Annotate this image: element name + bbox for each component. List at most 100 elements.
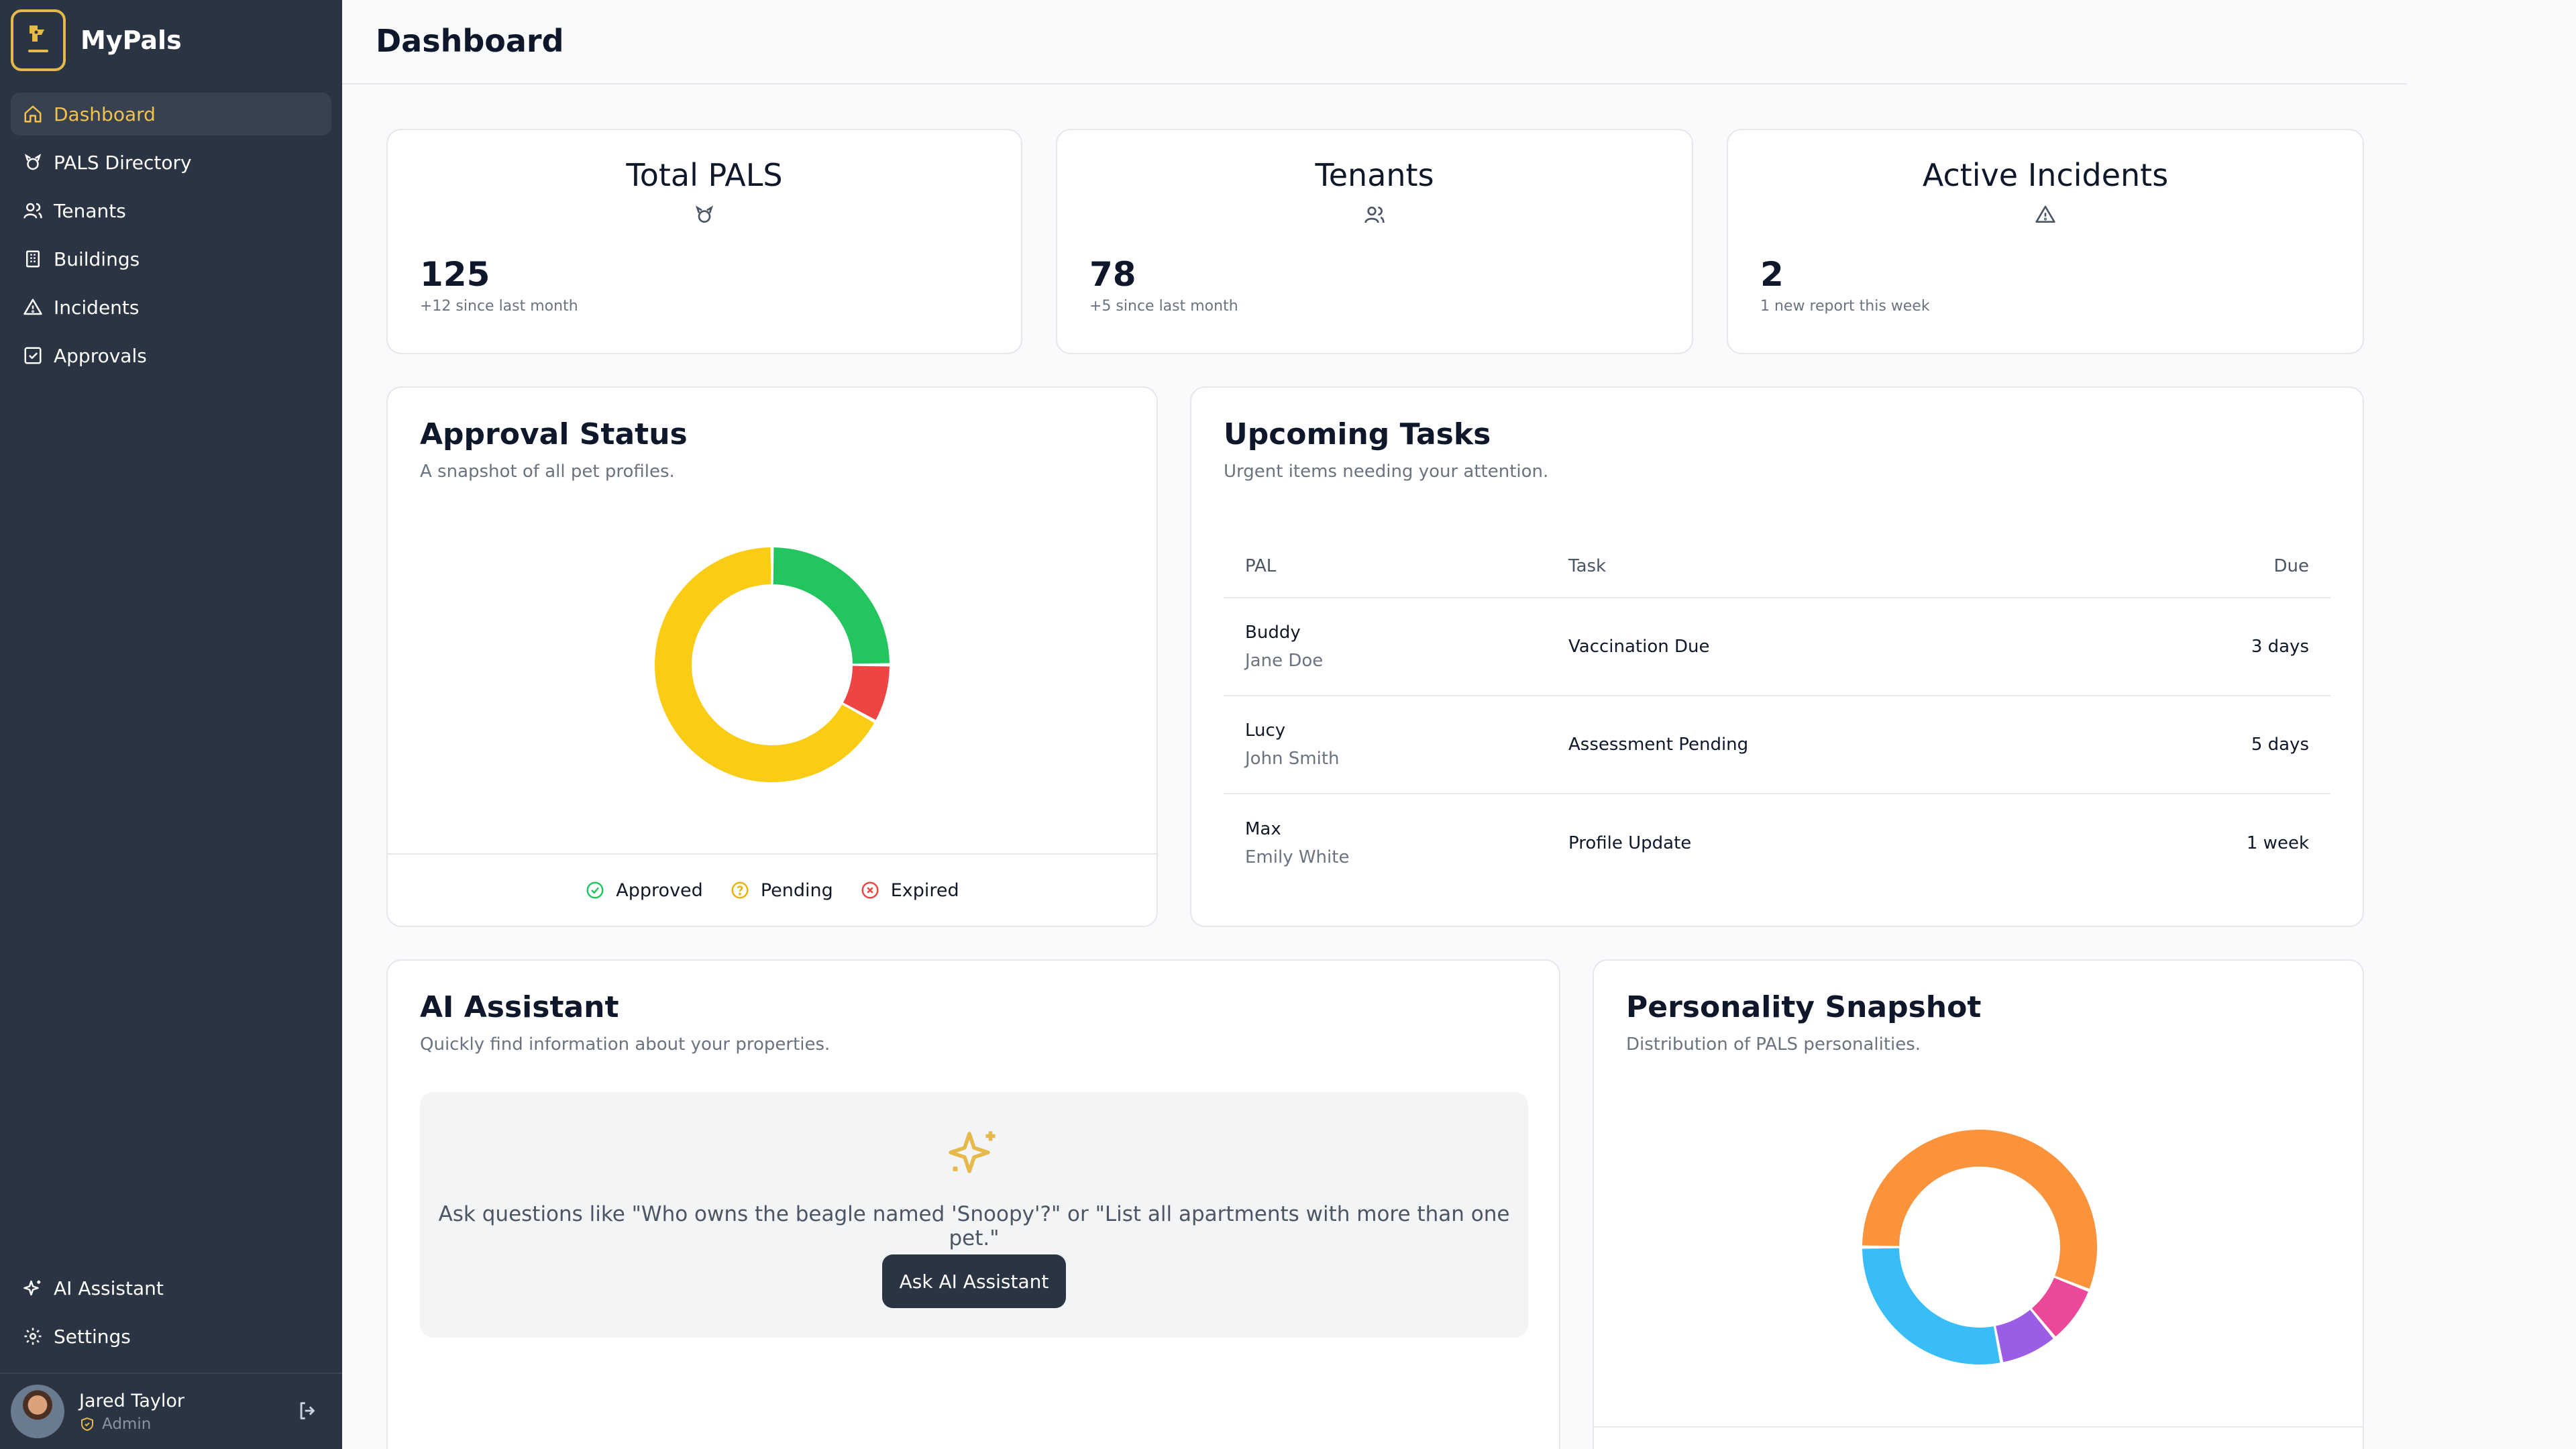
column-header-due[interactable]: Due [2273, 556, 2310, 576]
legend-item-pending[interactable]: Pending [730, 880, 833, 901]
stat-note: 1 new report this week [1760, 298, 1930, 315]
stat-note: +5 since last month [1089, 298, 1238, 315]
task-cell: Vaccination Due [1568, 637, 1710, 657]
card-title: Upcoming Tasks [1224, 417, 1491, 451]
approval-status-card: Approval Status A snapshot of all pet pr… [386, 386, 1158, 927]
donut-slice-1[interactable] [2031, 1277, 2088, 1337]
card-subtitle: Distribution of PALS personalities. [1626, 1034, 1921, 1055]
pal-owner: Jane Doe [1245, 651, 1324, 671]
gear-icon [21, 1325, 44, 1348]
sidebar-item-tenants[interactable]: Tenants [11, 189, 331, 232]
warning-icon [21, 296, 44, 319]
pal-cell: Max Emily White [1224, 819, 1568, 867]
shield-check-icon [81, 1417, 93, 1431]
donut-slice-2[interactable] [1996, 1309, 2053, 1362]
card-subtitle: A snapshot of all pet profiles. [420, 462, 675, 482]
stat-value: 2 [1760, 255, 1784, 294]
ai-prompt-text: Ask questions like "Who owns the beagle … [438, 1202, 1510, 1250]
donut-slice-0[interactable] [1862, 1130, 2097, 1289]
table-row[interactable]: Max Emily White Profile Update 1 week [1224, 794, 2330, 892]
x-circle-icon [861, 881, 879, 899]
stat-value: 125 [420, 255, 490, 294]
stat-value: 78 [1089, 255, 1136, 294]
warning-icon [2035, 204, 2056, 228]
stat-card-total-pals[interactable]: Total PALS 125 +12 since last month [386, 129, 1022, 354]
users-icon [1364, 204, 1385, 228]
approval-donut-chart [655, 547, 890, 782]
sidebar-nav: Dashboard PALS Directory Tenants Buildin… [11, 93, 331, 382]
pal-owner: Emily White [1245, 847, 1350, 867]
task-cell: Profile Update [1568, 833, 1692, 853]
home-icon [21, 103, 44, 125]
logout-icon[interactable] [297, 1399, 319, 1425]
sidebar-item-pals-directory[interactable]: PALS Directory [11, 141, 331, 184]
sidebar-item-ai-assistant[interactable]: AI Assistant [11, 1267, 331, 1309]
stat-title: Tenants [1315, 157, 1434, 193]
donut-slice-3[interactable] [1862, 1248, 2000, 1364]
stat-title: Total PALS [626, 157, 783, 193]
sidebar-item-label: Dashboard [54, 103, 156, 125]
ask-ai-assistant-button[interactable]: Ask AI Assistant [882, 1254, 1066, 1308]
upcoming-tasks-card: Upcoming Tasks Urgent items needing your… [1190, 386, 2364, 927]
stat-title: Active Incidents [1922, 157, 2169, 193]
help-circle-icon [731, 881, 749, 899]
pal-cell: Buddy Jane Doe [1224, 623, 1568, 671]
paw-icon [694, 204, 715, 228]
card-title: AI Assistant [420, 990, 619, 1024]
donut-slice-pending[interactable] [655, 547, 875, 782]
donut-slice-approved[interactable] [773, 547, 890, 664]
sparkles-icon [946, 1124, 1002, 1183]
user-role-label: Admin [102, 1415, 152, 1433]
card-subtitle: Urgent items needing your attention. [1224, 462, 1549, 482]
pal-cell: Lucy John Smith [1224, 720, 1568, 769]
sidebar-item-approvals[interactable]: Approvals [11, 334, 331, 377]
due-cell: 3 days [2251, 637, 2309, 657]
sidebar-item-label: Tenants [54, 199, 126, 222]
card-title: Personality Snapshot [1626, 990, 1982, 1024]
building-icon [21, 248, 44, 270]
sparkles-icon [21, 1277, 44, 1299]
tasks-table: PAL Task Due Buddy Jane Doe Vaccination … [1224, 535, 2330, 892]
column-header-pal[interactable]: PAL [1245, 556, 1277, 576]
check-circle-icon [586, 881, 604, 899]
sidebar-bottom-nav: AI Assistant Settings [11, 1267, 331, 1363]
sidebar-item-settings[interactable]: Settings [11, 1315, 331, 1358]
table-header: PAL Task Due [1224, 535, 2330, 598]
personality-donut-chart [1862, 1130, 2097, 1364]
sidebar-item-label: PALS Directory [54, 151, 192, 174]
logo-icon [11, 9, 66, 71]
donut-slice-expired[interactable] [843, 665, 890, 720]
legend-item-expired[interactable]: Expired [860, 880, 959, 901]
legend-item-approved[interactable]: Approved [585, 880, 703, 901]
user-info: Jared Taylor Admin [79, 1391, 184, 1433]
card-title: Approval Status [420, 417, 688, 451]
pal-owner: John Smith [1245, 749, 1340, 769]
avatar[interactable] [11, 1385, 64, 1438]
legend-label: Approved [616, 879, 703, 901]
due-cell: 1 week [2246, 833, 2309, 853]
sidebar-item-buildings[interactable]: Buildings [11, 237, 331, 280]
ai-assistant-card: AI Assistant Quickly find information ab… [386, 959, 1560, 1449]
table-row[interactable]: Lucy John Smith Assessment Pending 5 day… [1224, 696, 2330, 794]
column-header-task[interactable]: Task [1568, 556, 1607, 576]
stat-card-tenants[interactable]: Tenants 78 +5 since last month [1056, 129, 1693, 354]
brand[interactable]: MyPals [11, 9, 182, 71]
sidebar-item-label: Incidents [54, 296, 140, 319]
personality-snapshot-card: Personality Snapshot Distribution of PAL… [1593, 959, 2364, 1449]
sidebar-item-incidents[interactable]: Incidents [11, 286, 331, 329]
sidebar: MyPals Dashboard PALS Directory Tenants … [0, 0, 342, 1449]
user-name: Jared Taylor [79, 1390, 185, 1411]
sidebar-item-label: Buildings [54, 248, 140, 270]
stat-card-active-incidents[interactable]: Active Incidents 2 1 new report this wee… [1727, 129, 2364, 354]
check-square-icon [21, 344, 44, 367]
table-row[interactable]: Buddy Jane Doe Vaccination Due 3 days [1224, 598, 2330, 696]
card-footer-divider [1594, 1426, 2363, 1428]
top-header: Dashboard [342, 0, 2407, 85]
paw-icon [21, 151, 44, 174]
sidebar-item-label: Approvals [54, 344, 147, 367]
sidebar-item-dashboard[interactable]: Dashboard [11, 93, 331, 136]
user-profile: Jared Taylor Admin [0, 1373, 342, 1449]
card-subtitle: Quickly find information about your prop… [420, 1034, 830, 1055]
user-role: Admin [79, 1415, 184, 1433]
due-cell: 5 days [2251, 735, 2309, 755]
